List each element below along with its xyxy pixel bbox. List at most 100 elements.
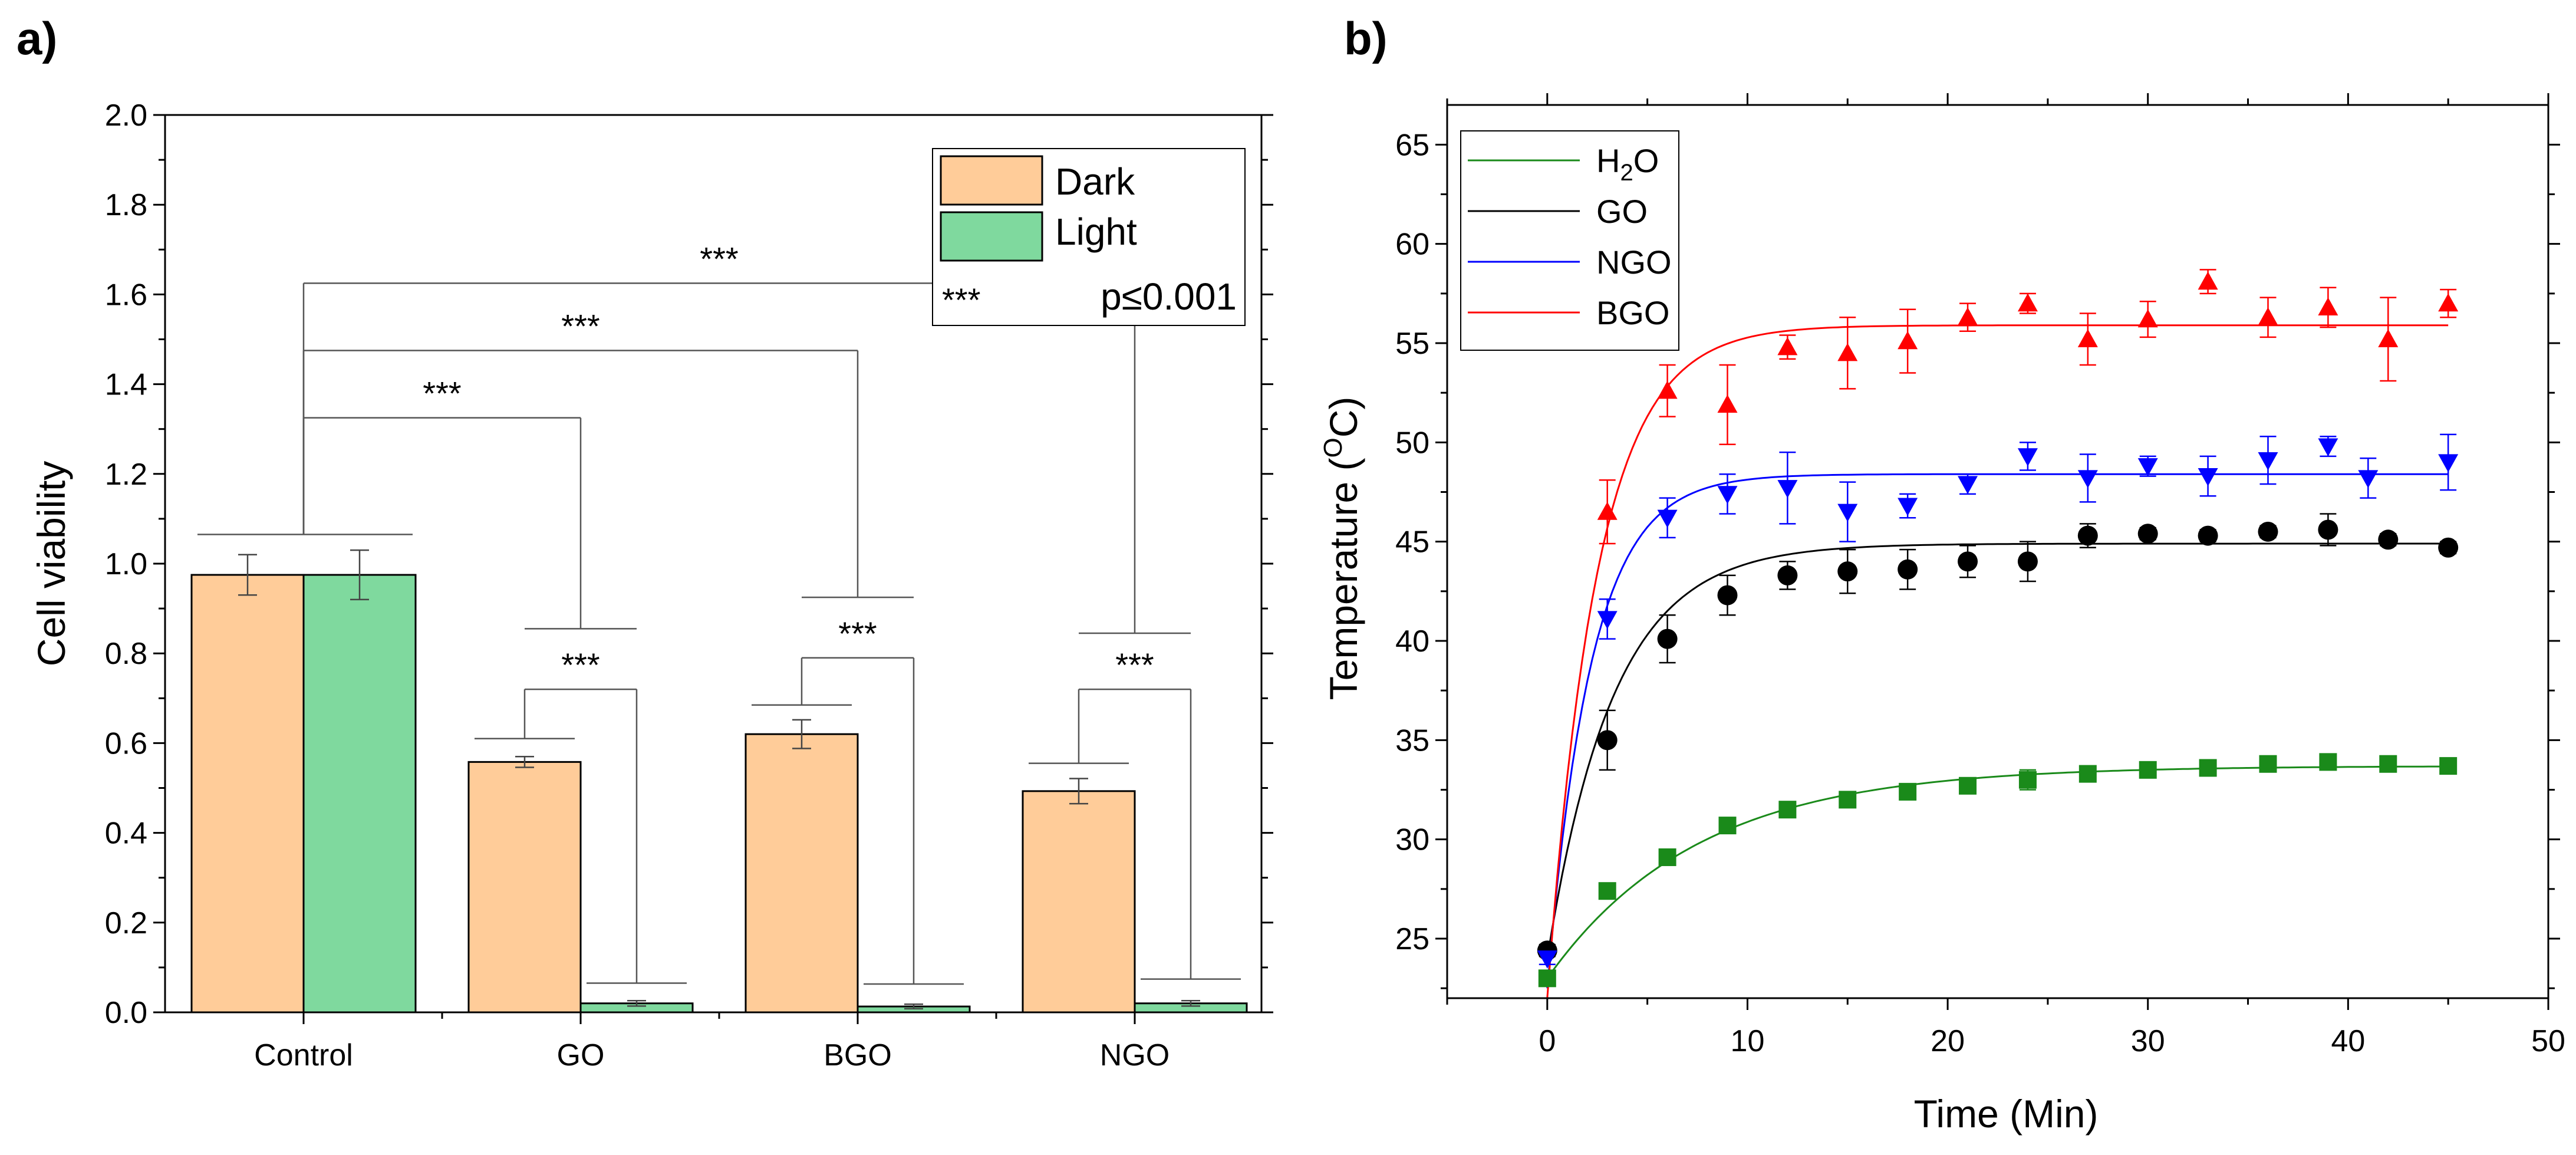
bar-dark-go [467, 761, 582, 1013]
y-axis-title-b: Temperature (OC) [1319, 397, 1365, 700]
legend-label-h2o-tail: O [1633, 142, 1659, 179]
y-tick-label-b: 30 [1395, 823, 1429, 857]
x-axis-a: Control GO BGO NGO [254, 1012, 1170, 1072]
legend-sig-marker: *** [942, 281, 980, 318]
point-go [2017, 551, 2038, 572]
point-go [1898, 559, 1918, 580]
y-tick-label-b: 40 [1395, 624, 1429, 659]
point-go [1837, 561, 1858, 582]
point-ngo [1837, 504, 1858, 522]
point-bgo [1657, 380, 1678, 399]
point-h2o [1959, 776, 1977, 795]
y-tick-label-a: 1.2 [105, 458, 147, 492]
y-axis-title-b-sup: O [1319, 437, 1348, 458]
legend-label-h2o-sub: 2 [1620, 160, 1633, 186]
significance-label: *** [838, 615, 877, 652]
point-ngo [2198, 468, 2218, 486]
bar-dark-control [190, 574, 305, 1013]
point-h2o [1839, 791, 1857, 809]
point-go [2318, 519, 2338, 540]
point-bgo [2077, 329, 2098, 347]
point-go [2258, 521, 2278, 542]
legend-label-light: Light [1055, 210, 1137, 253]
point-bgo [1777, 337, 1798, 356]
point-ngo [1958, 476, 1978, 495]
point-go [1657, 628, 1678, 649]
legend-swatch-dark [940, 155, 1043, 206]
legend-a: Dark Light *** p≤0.001 [932, 148, 1246, 326]
significance-label: *** [700, 240, 738, 277]
y-axis-title-a: Cell viability [29, 461, 73, 666]
y-axis-title-b-tail: C) [1322, 397, 1365, 438]
y-tick-label-a: 2.0 [105, 98, 147, 133]
point-ngo [1717, 486, 1738, 504]
y-tick-label-a: 0.0 [105, 996, 147, 1030]
error-bars [238, 549, 1200, 1010]
y-tick-label-b: 45 [1395, 525, 1429, 560]
legend-label-h2o: H2O [1596, 142, 1659, 186]
point-bgo [2318, 297, 2338, 315]
point-bgo [1958, 307, 1978, 325]
y-tick-label-a: 0.8 [105, 637, 147, 671]
y-axis-a: 0.0 0.2 0.4 0.6 0.8 1.0 1.2 1.4 1.6 1.8 2.0 [105, 98, 1273, 1030]
x-tick-label-b: 30 [2131, 1024, 2165, 1058]
fit-curves [1546, 324, 2449, 999]
y-tick-label-b: 50 [1395, 426, 1429, 460]
fit-curve-h2o [1546, 765, 2449, 979]
fit-curve-ngo [1546, 473, 2449, 989]
point-ngo [1657, 509, 1678, 528]
point-go [2378, 529, 2399, 550]
point-bgo [1717, 394, 1738, 413]
fit-curve-go [1546, 542, 2449, 959]
x-axis-b: 0 10 20 30 40 50 [1446, 93, 2565, 1058]
bar-dark-bgo [745, 733, 859, 1013]
point-bgo [1837, 343, 1858, 361]
point-ngo [1777, 480, 1798, 498]
panel-a-bar-chart: a) *** *** *** *** *** *** 0.0 0.2 0.4 0.6 0.8 1.0… [17, 12, 1273, 1072]
point-ngo [1898, 498, 1918, 516]
x-tick-label-b: 50 [2531, 1024, 2565, 1058]
y-tick-label-b: 25 [1395, 922, 1429, 956]
fit-curve-bgo [1546, 324, 2449, 999]
point-ngo [2258, 452, 2278, 470]
point-h2o [1538, 969, 1556, 988]
point-go [1597, 730, 1618, 751]
legend-label-go: GO [1596, 193, 1648, 230]
legend-b: H2O GO NGO BGO [1460, 130, 1679, 351]
x-tick-label-a-ngo: NGO [1100, 1038, 1170, 1072]
point-ngo [2358, 470, 2379, 488]
legend-label-h2o-main: H [1596, 142, 1620, 179]
point-go [1777, 565, 1798, 585]
legend-frame-b [1460, 130, 1679, 351]
point-ngo [2017, 448, 2038, 466]
point-h2o [1718, 817, 1737, 835]
legend-label-ngo: NGO [1596, 243, 1672, 281]
point-bgo [1597, 502, 1618, 520]
point-go [1717, 585, 1738, 606]
legend-label-bgo: BGO [1596, 294, 1669, 331]
point-bgo [2137, 309, 2158, 328]
significance-label: *** [561, 308, 599, 345]
significance-label: *** [561, 646, 599, 683]
significance-brackets: *** *** *** *** *** *** [197, 240, 1241, 985]
bars [190, 574, 1248, 1013]
panel-a-label: a) [17, 12, 57, 64]
point-h2o [2259, 755, 2277, 773]
y-tick-label-a: 1.0 [105, 547, 147, 581]
significance-label: *** [423, 375, 461, 412]
plot-frame-b [1446, 104, 2549, 999]
panel-b-scatter-chart: b) 25 30 35 40 45 50 55 60 65 0 10 20 30 40 50 Time (… [1319, 12, 2565, 1136]
point-h2o [2139, 761, 2157, 779]
point-go [2137, 524, 2158, 544]
point-ngo [2137, 458, 2158, 476]
point-go [2438, 537, 2459, 558]
point-h2o [1778, 801, 1797, 819]
legend-label-dark: Dark [1055, 160, 1135, 203]
point-ngo [1597, 611, 1618, 629]
y-tick-label-b: 60 [1395, 228, 1429, 262]
point-bgo [2258, 307, 2278, 325]
point-go [1958, 551, 1978, 572]
point-h2o [2018, 771, 2037, 789]
y-tick-label-b: 55 [1395, 327, 1429, 361]
